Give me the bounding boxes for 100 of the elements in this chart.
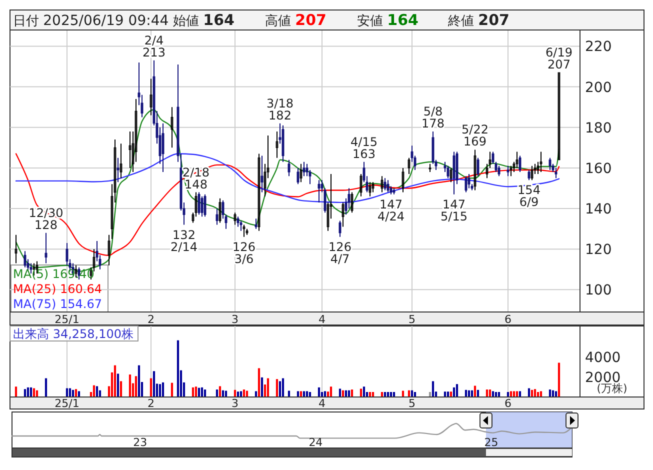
- candlestick: [372, 182, 374, 193]
- bar: [254, 391, 258, 397]
- candlestick: [92, 248, 96, 272]
- candlestick: [342, 202, 344, 228]
- candlestick: [558, 72, 560, 160]
- candlestick: [240, 220, 242, 232]
- x-tick-label: 5: [408, 397, 416, 410]
- x-tick-label: 4: [318, 313, 326, 326]
- candlestick: [120, 143, 122, 179]
- candlestick: [506, 165, 510, 177]
- annotation: 126 4/7: [328, 240, 352, 266]
- bar: [512, 391, 516, 397]
- annotation: 154 6/9: [518, 183, 540, 210]
- candlestick: [288, 159, 290, 177]
- bar: [114, 365, 116, 397]
- bar: [24, 389, 26, 397]
- candlestick: [516, 151, 518, 168]
- candlestick: [408, 157, 410, 175]
- bar: [92, 385, 96, 397]
- candlestick: [498, 165, 500, 177]
- text: 高値 207: [265, 11, 326, 29]
- candlestick: [510, 165, 512, 177]
- annotation: 126 3/6: [232, 240, 256, 266]
- candlestick: [380, 176, 384, 193]
- candlestick: [236, 216, 240, 228]
- candlestick: [530, 165, 534, 181]
- bar: [218, 386, 222, 397]
- bar: [152, 371, 156, 397]
- y-tick-label: 140: [585, 202, 612, 218]
- candlestick: [24, 250, 26, 268]
- candlestick: [300, 163, 302, 183]
- candlestick: [554, 167, 558, 179]
- y-tick-label: 100: [585, 282, 612, 299]
- bar: [74, 389, 78, 397]
- annotation: 6/19 207: [546, 46, 572, 72]
- bar: [44, 378, 48, 397]
- candlestick: [218, 198, 222, 224]
- y-tick-label: 180: [585, 120, 612, 136]
- text: 終値 207: [447, 11, 510, 29]
- candlestick: [528, 169, 530, 181]
- candlestick: [128, 130, 132, 168]
- candlestick: [464, 176, 468, 193]
- candlestick: [548, 157, 552, 170]
- bar: [194, 386, 198, 397]
- bar: [138, 365, 140, 397]
- x-tick-label: 25/1: [54, 313, 80, 326]
- x-tick-label: 6: [504, 397, 512, 410]
- candlestick: [276, 130, 278, 158]
- y-tick-label: 160: [585, 160, 612, 177]
- bar: [540, 391, 542, 397]
- candlestick: [216, 208, 218, 226]
- bar: [302, 391, 306, 397]
- candlestick: [108, 234, 110, 266]
- candlestick: [242, 224, 246, 238]
- text: 日付 2025/06/19 09:44: [13, 13, 169, 29]
- candlestick: [296, 167, 300, 185]
- bar: [96, 386, 98, 397]
- candlestick: [254, 218, 258, 230]
- annotation: 147 5/15: [440, 197, 468, 224]
- text: MA(75) 154.67: [13, 297, 102, 311]
- candlestick: [204, 194, 206, 218]
- annotation: 4/15 163: [350, 134, 378, 161]
- candlestick: [170, 106, 174, 148]
- bar: [78, 391, 80, 397]
- bar: [432, 381, 434, 397]
- annotation: 132 2/14: [170, 228, 198, 254]
- x-tick-label: 2: [148, 397, 154, 410]
- annotation: 147 4/24: [378, 197, 404, 224]
- x-tick-label: 4: [318, 397, 326, 410]
- candlestick: [162, 122, 164, 173]
- candlestick: [116, 157, 120, 183]
- bar: [300, 391, 302, 397]
- y-tick-label: 200: [585, 80, 612, 96]
- bar: [150, 378, 152, 397]
- candlestick: [450, 167, 452, 183]
- candlestick: [476, 157, 480, 177]
- bar: [278, 381, 282, 397]
- candlestick: [518, 155, 522, 173]
- candlestick: [350, 192, 354, 214]
- bar: [14, 386, 18, 397]
- bar: [116, 374, 120, 397]
- candlestick: [44, 232, 48, 264]
- x-tick-label: 5: [408, 313, 416, 326]
- bar: [128, 374, 132, 397]
- bar: [258, 368, 260, 397]
- bar: [306, 391, 308, 397]
- candlestick: [338, 220, 342, 238]
- x-tick-label: 3: [232, 313, 238, 326]
- candlestick: [260, 155, 264, 193]
- x-tick-label: 3: [232, 397, 238, 410]
- x-tick-label: 6: [504, 313, 512, 326]
- text: 始値 164: [173, 11, 234, 29]
- candlestick: [468, 174, 470, 189]
- bar: [338, 388, 342, 397]
- candlestick: [540, 151, 542, 173]
- bar: [276, 379, 278, 397]
- bar: [170, 382, 174, 397]
- candlestick: [474, 149, 476, 191]
- candlestick: [402, 167, 404, 193]
- bar: [324, 391, 326, 397]
